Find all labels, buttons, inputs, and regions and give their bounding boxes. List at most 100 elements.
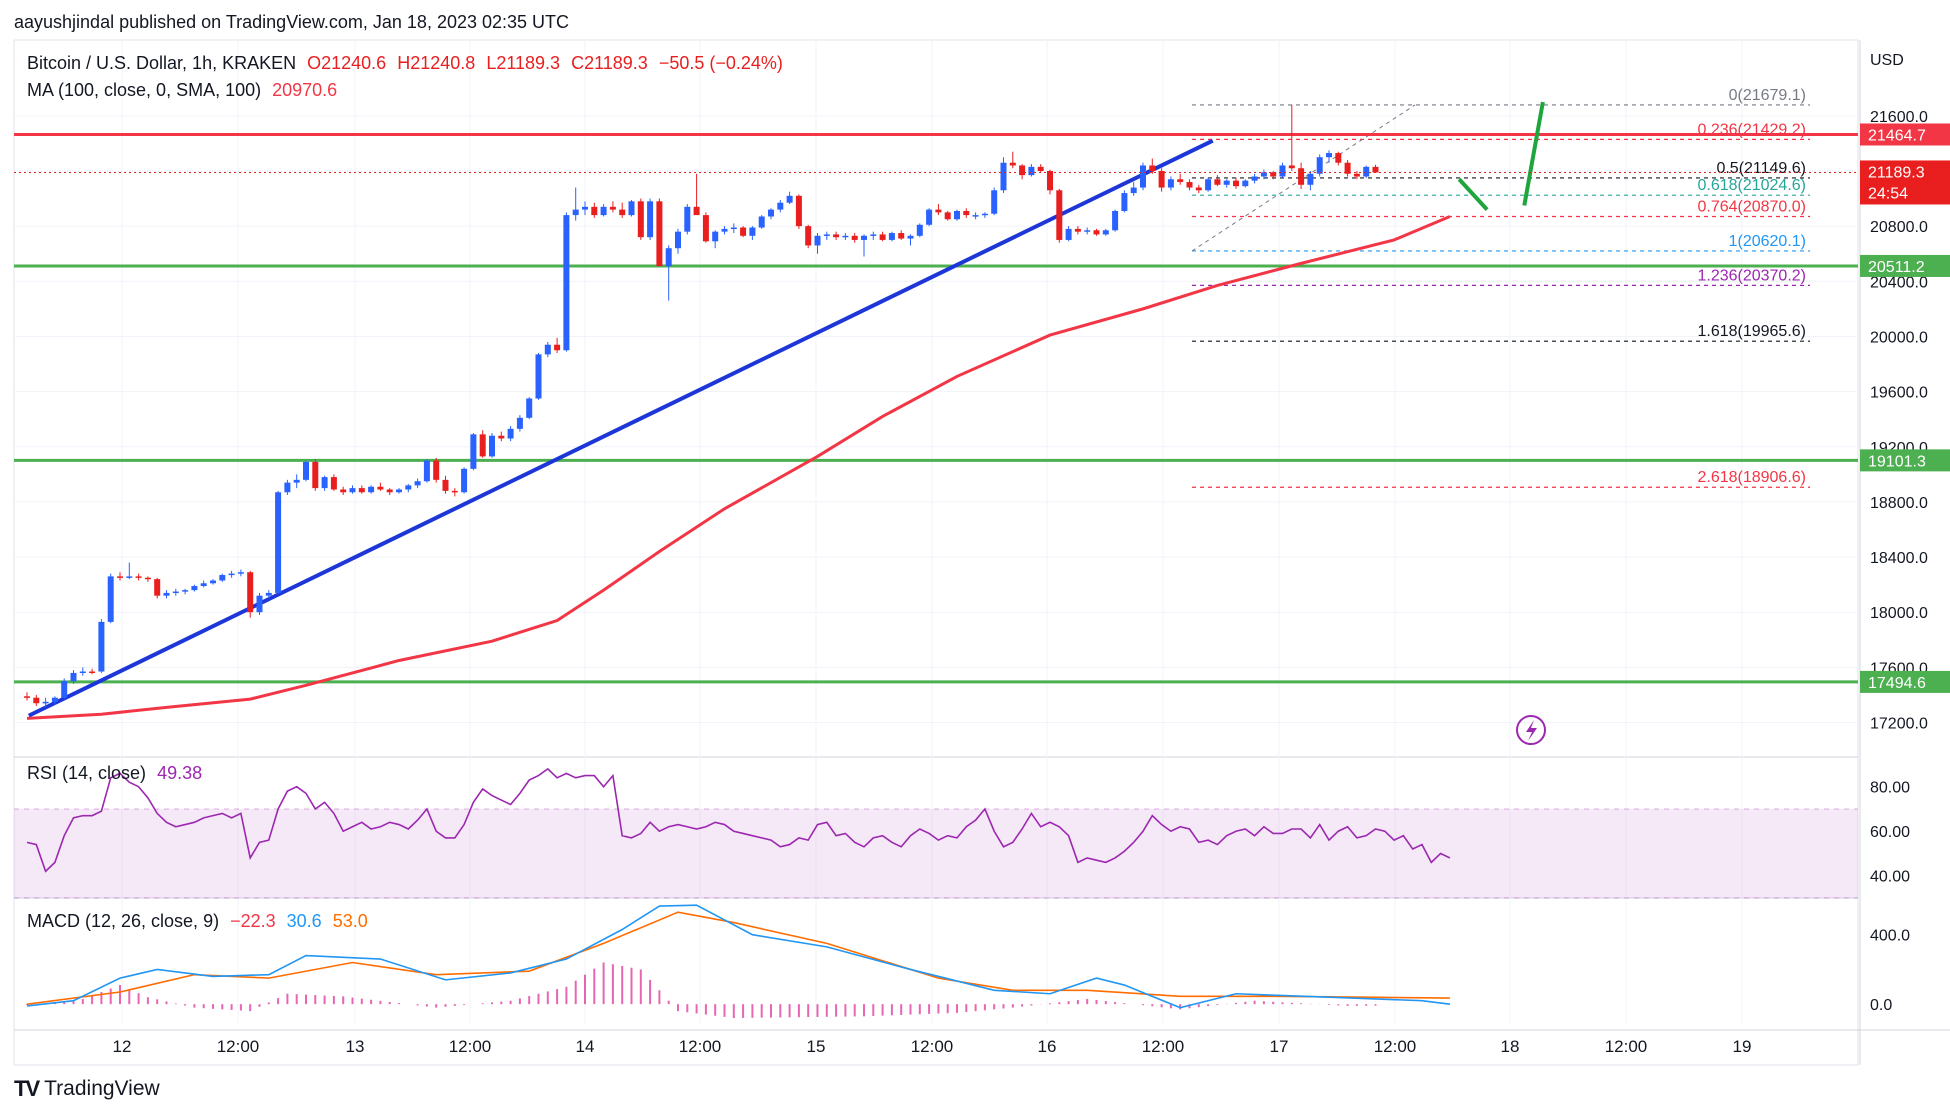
candle-body (954, 210, 960, 220)
resistance-price-tag (1860, 123, 1950, 146)
tradingview-brand[interactable]: TV TradingView (14, 1076, 160, 1102)
x-tick-label: 12:00 (1605, 1037, 1648, 1056)
candle-body (79, 671, 86, 674)
candle-body (1065, 228, 1072, 240)
projection-down-line (1457, 177, 1489, 211)
candle-body (219, 574, 226, 581)
candle-body (340, 489, 347, 493)
candle-body (851, 235, 858, 240)
candle-body (926, 209, 933, 225)
candle-body (786, 195, 793, 203)
candle-body (842, 235, 849, 238)
candle-body (516, 417, 523, 429)
symbol-name: Bitcoin / U.S. Dollar, 1h, KRAKEN (27, 53, 297, 73)
candle-body (451, 490, 458, 493)
fib-level-label: 1(20620.1) (1729, 233, 1806, 250)
fib-level-label: 0(21679.1) (1729, 87, 1806, 104)
candle-body (1167, 179, 1174, 188)
ohlc-high: H21240.8 (397, 53, 476, 73)
macd-hist-value: 53.0 (332, 911, 368, 931)
candle-body (1028, 166, 1035, 176)
ohlc-change: −50.5 (−0.24%) (658, 53, 783, 73)
y-tick-label: 18000.0 (1870, 605, 1928, 622)
candle-body (1251, 176, 1258, 181)
candle-body (489, 435, 495, 457)
support-price-tag (1860, 670, 1950, 693)
fib-level-label: 1.236(20370.2) (1697, 267, 1806, 284)
candle-body (1084, 230, 1091, 232)
candle-body (1121, 193, 1128, 211)
macd-legend[interactable]: MACD (12, 26, close, 9) −22.3 30.6 53.0 (27, 911, 368, 932)
rsi-band (14, 808, 1858, 898)
candle-body (89, 671, 96, 674)
candle-body (377, 486, 384, 490)
rsi-line (26, 767, 1451, 873)
candle-body (544, 344, 551, 355)
candle-body (1093, 230, 1100, 235)
candle-body (442, 479, 449, 491)
y-tick-label: 19600.0 (1870, 385, 1928, 402)
candle-body (777, 202, 784, 210)
candle-body (265, 592, 272, 596)
candle-body (572, 209, 579, 216)
candle-body (200, 583, 207, 587)
candle-body (172, 591, 179, 594)
candle-body (991, 190, 998, 214)
candle-body (182, 590, 189, 592)
candle-body (479, 434, 486, 457)
candle-body (154, 579, 161, 596)
news-lightning-glyph (1526, 720, 1537, 741)
candle-body (758, 216, 765, 228)
candle-body (107, 576, 114, 622)
news-lightning-icon (1516, 715, 1546, 745)
x-tick-label: 16 (1038, 1037, 1057, 1056)
candle-body (684, 206, 691, 232)
x-tick-label: 12:00 (1374, 1037, 1417, 1056)
candle-body (423, 460, 430, 482)
currency-label: USD (1870, 52, 1904, 69)
rsi-legend[interactable]: RSI (14, close) 49.38 (27, 763, 202, 784)
candle-body (1260, 172, 1267, 177)
candle-body (135, 576, 142, 578)
candle-body (833, 234, 840, 238)
x-tick-label: 15 (807, 1037, 826, 1056)
y-tick-label: 20800.0 (1870, 219, 1928, 236)
candle-body (563, 215, 570, 351)
candle-body (1130, 187, 1137, 194)
ma-legend[interactable]: MA (100, close, 0, SMA, 100) 20970.6 (27, 80, 337, 101)
candle-body (330, 477, 337, 490)
candle-body (126, 576, 133, 578)
candle-body (386, 489, 393, 493)
candle-body (1353, 173, 1360, 177)
ohlc-close: C21189.3 (571, 53, 648, 73)
candle-body (823, 234, 830, 236)
candle-body (944, 212, 951, 220)
rsi-tick-label: 60.00 (1870, 824, 1910, 841)
candle-body (349, 488, 356, 493)
candle-body (935, 209, 942, 213)
candle-body (675, 231, 681, 249)
macd-tick-label: 400.0 (1870, 928, 1910, 945)
resistance-price-label: 21464.7 (1868, 127, 1926, 144)
candle-body (368, 486, 375, 493)
brand-name: TradingView (44, 1077, 160, 1100)
candle-body (879, 234, 886, 240)
candle-body (405, 485, 412, 490)
candle-body (358, 488, 365, 493)
candle-body (1316, 157, 1323, 174)
x-tick-label: 12:00 (449, 1037, 492, 1056)
candle-body (721, 228, 728, 232)
ohlc-low: L21189.3 (486, 53, 561, 73)
y-tick-label: 20000.0 (1870, 329, 1928, 346)
candle-body (284, 482, 291, 493)
candle-body (628, 201, 635, 216)
candle-body (1074, 228, 1081, 232)
trend-line (27, 138, 1214, 718)
candle-body (1112, 210, 1119, 231)
candle-body (1270, 172, 1277, 177)
candle-body (1205, 179, 1212, 191)
candle-body (433, 460, 440, 480)
candle-body (1335, 153, 1342, 163)
candle-body (609, 206, 616, 210)
